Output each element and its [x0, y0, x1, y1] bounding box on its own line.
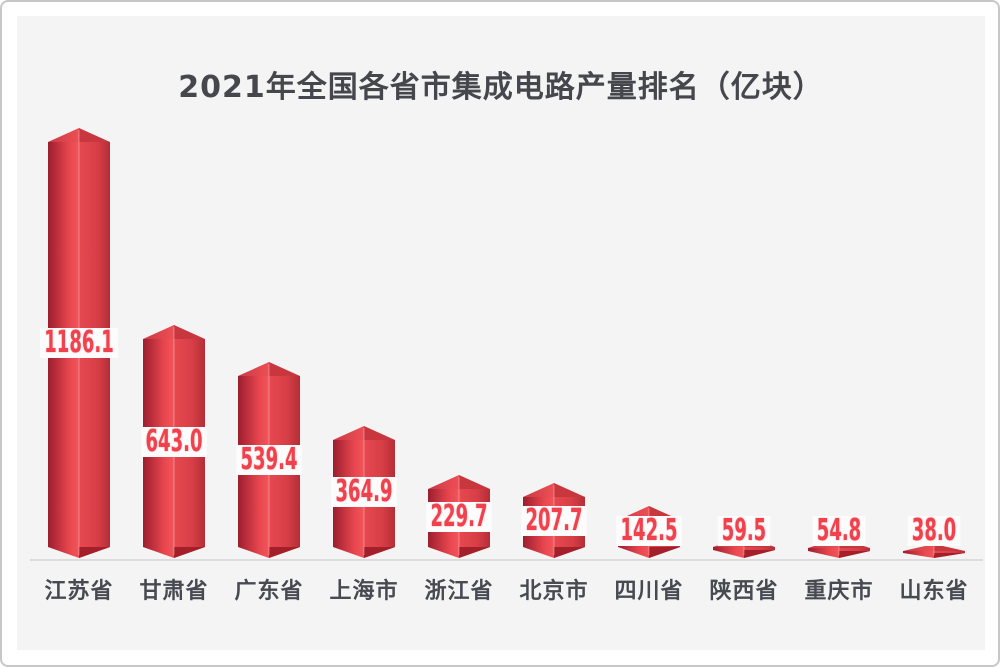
bar-3: 539.4 — [236, 362, 302, 558]
bar-value-label: 142.5 — [616, 516, 682, 546]
x-axis-label: 重庆市 — [804, 579, 874, 604]
x-axis-label: 浙江省 — [424, 579, 494, 604]
bar-value-label: 1186.1 — [40, 328, 118, 358]
x-axis-label: 江苏省 — [44, 579, 114, 604]
plot-area: 1186.1 江苏省 643.0 甘肃省 539.4 广东省 364.9 上海市 229.7 浙江… — [17, 16, 985, 650]
bar-value-label: 364.9 — [331, 477, 397, 507]
bar-10: 38.0 — [903, 516, 965, 558]
bar-8: 59.5 — [713, 516, 775, 558]
x-axis-line — [30, 559, 983, 561]
bar-value-label: 54.8 — [812, 516, 866, 546]
x-axis-label: 陕西省 — [709, 579, 779, 604]
x-axis-label: 广东省 — [234, 579, 304, 604]
bar-value-label: 643.0 — [141, 427, 207, 457]
bar-value-label: 539.4 — [236, 445, 302, 475]
x-axis-label: 北京市 — [519, 579, 589, 604]
bar-value-label: 38.0 — [907, 516, 961, 546]
bar-7: 142.5 — [616, 506, 682, 558]
x-axis-label: 甘肃省 — [139, 579, 209, 604]
bar-2: 643.0 — [141, 325, 207, 558]
x-axis-label: 四川省 — [614, 579, 684, 604]
x-axis-label: 上海市 — [329, 579, 399, 604]
bar-value-label: 207.7 — [521, 506, 587, 536]
bar-5: 229.7 — [426, 475, 492, 558]
chart-panel: 2021年全国各省市集成电路产量排名（亿块） 1186.1 江苏省 643.0 甘肃省… — [17, 16, 985, 650]
bar-6: 207.7 — [521, 483, 587, 558]
bar-4: 364.9 — [331, 426, 397, 558]
bar-9: 54.8 — [808, 516, 870, 558]
chart-title: 2021年全国各省市集成电路产量排名（亿块） — [178, 70, 824, 105]
bar-1: 1186.1 — [40, 128, 118, 558]
bar-value-label: 229.7 — [426, 502, 492, 532]
bar-value-label: 59.5 — [717, 516, 771, 546]
x-axis-label: 山东省 — [899, 579, 969, 604]
